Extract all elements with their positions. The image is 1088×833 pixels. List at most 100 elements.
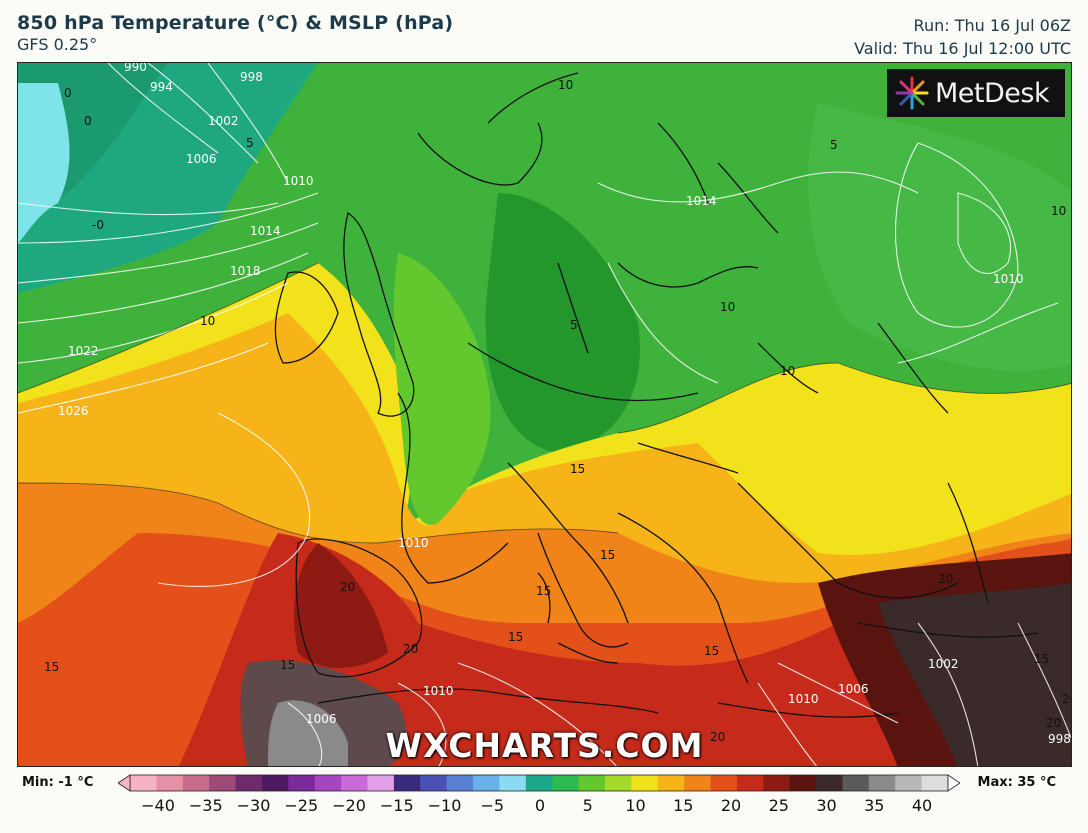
colorbar-tick-label: 30 bbox=[816, 796, 837, 815]
colorbar-tick-label: 35 bbox=[864, 796, 885, 815]
isobar-label: 1006 bbox=[838, 682, 869, 696]
isobar-label: 1002 bbox=[208, 114, 239, 128]
colorbar-cell bbox=[499, 775, 527, 791]
colorbar-tick-label: −15 bbox=[379, 796, 414, 815]
temp-field-dark-red bbox=[178, 533, 1071, 766]
isobar-label: 1002 bbox=[928, 657, 959, 671]
colorbar-cell bbox=[420, 775, 448, 791]
colorbar-cell bbox=[710, 775, 738, 791]
colorbar-cell bbox=[816, 775, 843, 791]
temp-label: 20 bbox=[1046, 716, 1061, 730]
colorbar-tick-label: −10 bbox=[427, 796, 462, 815]
colorbar-right-arrow bbox=[947, 774, 960, 792]
colorbar-tick-label: 40 bbox=[911, 796, 933, 815]
temp-label: 10 bbox=[1051, 204, 1066, 218]
colorbar-cell bbox=[657, 775, 685, 791]
temp-label: 15 bbox=[508, 630, 523, 644]
temperature-labels: 0 0 5 -0 10 10 5 10 5 10 10 15 15 15 20 … bbox=[44, 78, 1072, 744]
colorbar-tick-label: −20 bbox=[332, 796, 366, 815]
colorbar-cell bbox=[261, 775, 289, 791]
temp-label: 5 bbox=[570, 318, 578, 332]
isobar-label: 1014 bbox=[250, 224, 281, 238]
temp-label: 5 bbox=[830, 138, 838, 152]
temp-label: 0 bbox=[84, 114, 92, 128]
colorbar-tick-label: 10 bbox=[625, 796, 646, 815]
starburst-icon bbox=[895, 76, 929, 110]
min-temp-label: Min: -1 °C bbox=[22, 775, 94, 790]
temp-contours bbox=[18, 262, 1071, 544]
colorbar-cell bbox=[367, 775, 395, 791]
colorbar-left-arrow bbox=[118, 774, 131, 792]
colorbar-cell bbox=[393, 775, 421, 791]
colorbar-tick-label: −35 bbox=[188, 796, 223, 815]
temp-label: 10 bbox=[720, 300, 735, 314]
colorbar-cell bbox=[473, 775, 500, 791]
temp-label: 10 bbox=[200, 314, 215, 328]
color-bar bbox=[118, 774, 960, 792]
isobar-labels: 990 994 998 1002 1006 1010 1014 1018 102… bbox=[58, 63, 1071, 746]
isobar-label: 1014 bbox=[686, 194, 717, 208]
temp-label: 20 bbox=[340, 580, 355, 594]
colorbar-cell bbox=[631, 775, 659, 791]
colorbar-cell bbox=[341, 775, 368, 791]
colorbar-tick-label: 15 bbox=[673, 796, 694, 815]
watermark: WXCHARTS.COM bbox=[385, 726, 704, 765]
colorbar-cell bbox=[288, 775, 316, 791]
temp-label: 20 bbox=[1062, 692, 1072, 706]
colorbar-cell bbox=[684, 775, 712, 791]
colorbar-cell bbox=[578, 775, 606, 791]
colorbar-cell bbox=[895, 775, 923, 791]
isobar-label: 1010 bbox=[423, 684, 454, 698]
colorbar-tick-label: 20 bbox=[720, 796, 742, 815]
metdesk-logo: MetDesk bbox=[887, 69, 1065, 117]
temp-label: -0 bbox=[92, 218, 104, 232]
colorbar-tick-label: 25 bbox=[768, 796, 789, 815]
isobar-label: 1006 bbox=[306, 712, 337, 726]
isobar-label: 1022 bbox=[68, 344, 99, 358]
colorbar-cell bbox=[446, 775, 474, 791]
colorbar-tick-label: −25 bbox=[284, 796, 319, 815]
colorbar-cell bbox=[789, 775, 817, 791]
isobar-label: 1010 bbox=[993, 272, 1024, 286]
temp-label: 20 bbox=[403, 642, 418, 656]
temp-label: 15 bbox=[280, 658, 295, 672]
colorbar-cell bbox=[604, 775, 632, 791]
temp-field-iberia bbox=[294, 543, 388, 668]
map-canvas: 990 994 998 1002 1006 1010 1014 1018 102… bbox=[18, 63, 1072, 766]
temp-field-france bbox=[393, 253, 491, 525]
legend: Min: -1 °C Max: 35 °C bbox=[0, 772, 1088, 794]
temp-label: 5 bbox=[246, 136, 254, 150]
temp-label: 15 bbox=[704, 644, 719, 658]
colorbar-tick-label: 0 bbox=[534, 796, 546, 815]
temp-label: 0 bbox=[64, 86, 72, 100]
isobars bbox=[18, 63, 1071, 766]
logo-text: MetDesk bbox=[935, 77, 1050, 109]
temp-label: 20 bbox=[938, 572, 953, 586]
colorbar-cell bbox=[842, 775, 870, 791]
colorbar-cell bbox=[314, 775, 342, 791]
colorbar-tick-label: −30 bbox=[236, 796, 271, 815]
color-bar-cells bbox=[129, 774, 949, 792]
temp-label: 15 bbox=[1034, 652, 1049, 666]
colorbar-cell bbox=[525, 775, 553, 791]
isobar-label: 1010 bbox=[788, 692, 819, 706]
colorbar-tick-label: −40 bbox=[141, 796, 175, 815]
temp-label: 15 bbox=[570, 462, 585, 476]
valid-time: Valid: Thu 16 Jul 12:00 UTC bbox=[854, 39, 1071, 58]
temp-field-coldest bbox=[18, 83, 70, 243]
coastlines bbox=[274, 72, 1039, 718]
isobar-label: 1006 bbox=[186, 152, 217, 166]
colorbar-cell bbox=[182, 775, 210, 791]
colorbar-ticks: −40 −35 −30 −25 −20 −15 −10 −5 0 5 10 15 20 25 30 35 40 bbox=[0, 796, 1088, 820]
run-time: Run: Thu 16 Jul 06Z bbox=[913, 16, 1071, 35]
chart-title: 850 hPa Temperature (°C) & MSLP (hPa) bbox=[17, 12, 454, 34]
isobar-label: 998 bbox=[240, 70, 263, 84]
colorbar-cell bbox=[552, 775, 580, 791]
temp-label: 20 bbox=[710, 730, 725, 744]
weather-map: 990 994 998 1002 1006 1010 1014 1018 102… bbox=[17, 62, 1072, 767]
colorbar-cell bbox=[130, 775, 157, 791]
max-temp-label: Max: 35 °C bbox=[977, 775, 1056, 790]
isobar-label: 990 bbox=[124, 63, 147, 74]
colorbar-cell bbox=[736, 775, 764, 791]
isobar-label: 998 bbox=[1048, 732, 1071, 746]
